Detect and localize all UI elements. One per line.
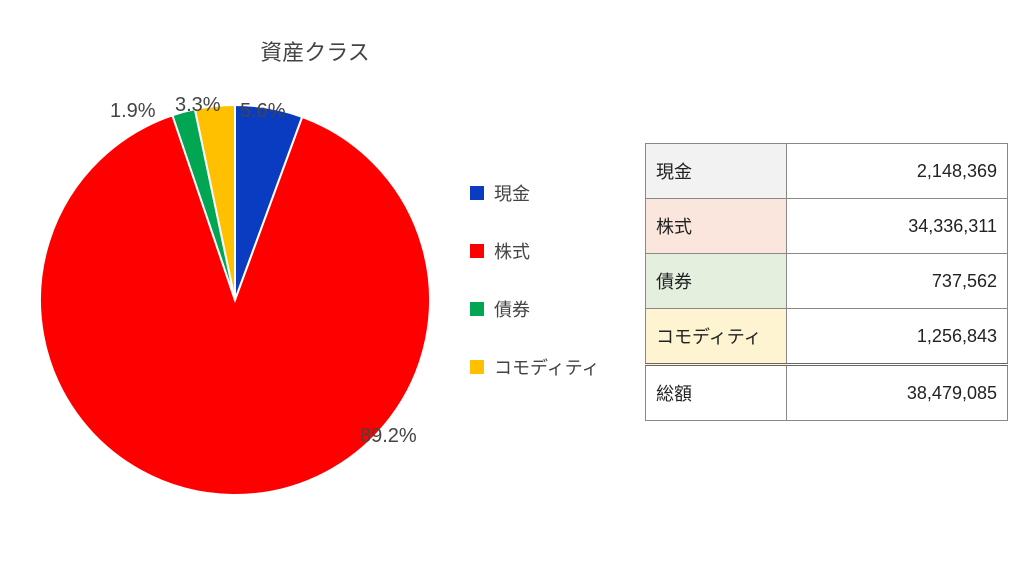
table-row-stock: 株式34,336,311 bbox=[646, 199, 1008, 254]
pct-label-stock: 89.2% bbox=[360, 425, 417, 448]
table-value-total: 38,479,085 bbox=[787, 365, 1008, 421]
table-label-cash: 現金 bbox=[646, 144, 787, 199]
table-row-bond: 債券737,562 bbox=[646, 254, 1008, 309]
table-label-stock: 株式 bbox=[646, 199, 787, 254]
page-root: 資産クラス 5.6%89.2%1.9%3.3% 現金株式債券コモディティ 現金2… bbox=[0, 0, 1024, 574]
legend-swatch-stock bbox=[470, 244, 484, 258]
legend: 現金株式債券コモディティ bbox=[470, 180, 630, 412]
legend-item-bond: 債券 bbox=[470, 296, 630, 322]
pct-label-bond: 1.9% bbox=[110, 100, 156, 123]
table-row-cash: 現金2,148,369 bbox=[646, 144, 1008, 199]
legend-label-stock: 株式 bbox=[494, 238, 530, 264]
legend-item-cash: 現金 bbox=[470, 180, 630, 206]
pie-chart: 5.6%89.2%1.9%3.3% bbox=[35, 100, 435, 500]
chart-title: 資産クラス bbox=[0, 35, 630, 67]
pct-label-cash: 5.6% bbox=[240, 100, 286, 123]
legend-swatch-bond bbox=[470, 302, 484, 316]
legend-label-commodity: コモディティ bbox=[494, 354, 600, 380]
legend-swatch-cash bbox=[470, 186, 484, 200]
table-label-commodity: コモディティ bbox=[646, 309, 787, 365]
legend-swatch-commodity bbox=[470, 360, 484, 374]
table-row-total: 総額38,479,085 bbox=[646, 365, 1008, 421]
legend-item-commodity: コモディティ bbox=[470, 354, 630, 380]
table-value-commodity: 1,256,843 bbox=[787, 309, 1008, 365]
asset-table: 現金2,148,369株式34,336,311債券737,562コモディティ1,… bbox=[645, 143, 1008, 421]
table-value-bond: 737,562 bbox=[787, 254, 1008, 309]
table-label-total: 総額 bbox=[646, 365, 787, 421]
table-value-stock: 34,336,311 bbox=[787, 199, 1008, 254]
table-label-bond: 債券 bbox=[646, 254, 787, 309]
table-value-cash: 2,148,369 bbox=[787, 144, 1008, 199]
legend-item-stock: 株式 bbox=[470, 238, 630, 264]
legend-label-bond: 債券 bbox=[494, 296, 530, 322]
pct-label-commodity: 3.3% bbox=[175, 94, 221, 117]
legend-label-cash: 現金 bbox=[494, 180, 530, 206]
table-row-commodity: コモディティ1,256,843 bbox=[646, 309, 1008, 365]
